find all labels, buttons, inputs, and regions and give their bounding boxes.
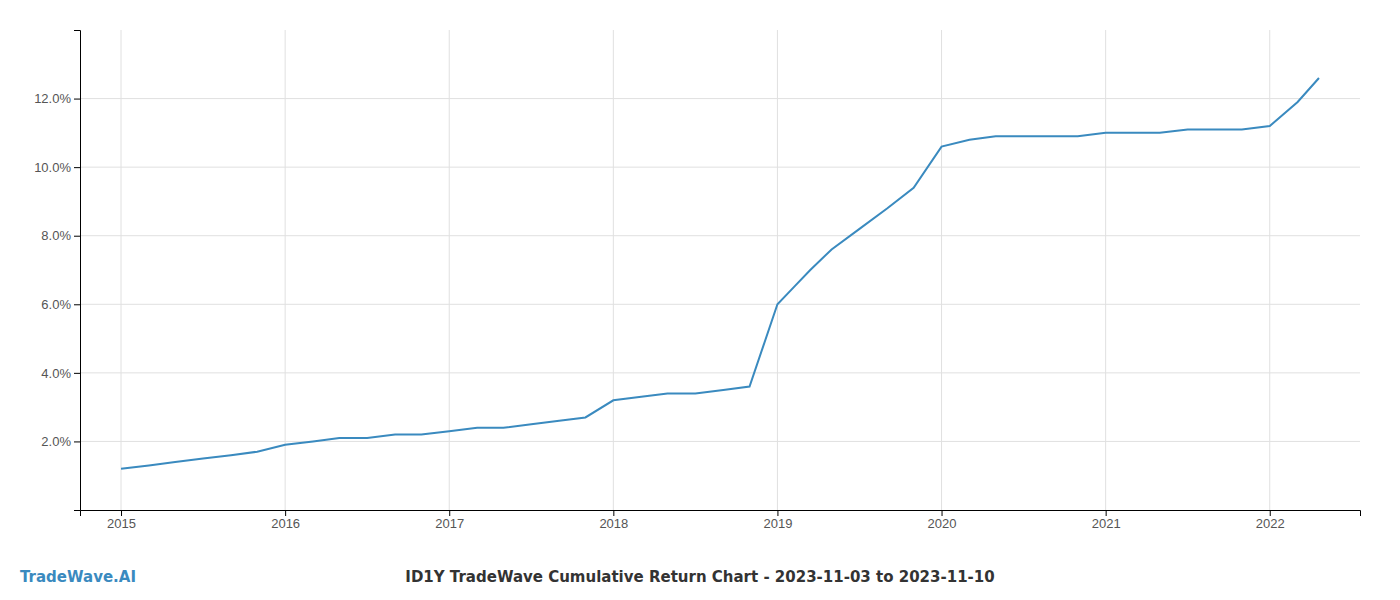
x-tick: 2022 <box>1256 510 1285 531</box>
x-tick-mark <box>942 510 943 516</box>
grid-line-y <box>80 441 1360 442</box>
y-tick-label: 12.0% <box>34 91 71 106</box>
y-tick: 10.0% <box>34 160 80 175</box>
grid-line-x <box>613 30 614 510</box>
watermark: TradeWave.AI <box>20 568 136 586</box>
y-tick: 2.0% <box>41 434 80 449</box>
y-tick-label: 4.0% <box>41 366 71 381</box>
x-tick-mark <box>777 510 778 516</box>
chart: 2015 2016 2017 2018 2019 2020 2021 2022 2.0% 4.0%… <box>0 0 1400 600</box>
grid-line-x <box>777 30 778 510</box>
x-axis-line <box>81 511 1361 517</box>
x-tick-label: 2020 <box>928 516 957 531</box>
grid-line-y <box>80 98 1360 99</box>
x-tick-label: 2021 <box>1092 516 1121 531</box>
grid-line-y <box>80 304 1360 305</box>
x-tick-label: 2018 <box>599 516 628 531</box>
x-tick-label: 2015 <box>107 516 136 531</box>
y-axis: 2.0% 4.0% 6.0% 8.0% 10.0% 12.0% <box>34 31 80 511</box>
grid <box>80 30 1360 510</box>
x-tick-mark <box>1106 510 1107 516</box>
marks <box>121 78 1319 469</box>
grid-line-x <box>941 30 942 510</box>
x-axis: 2015 2016 2017 2018 2019 2020 2021 2022 <box>81 510 1361 531</box>
x-tick-label: 2016 <box>271 516 300 531</box>
x-tick: 2020 <box>928 510 957 531</box>
y-tick-mark <box>74 236 80 237</box>
grid-line-x <box>1105 30 1106 510</box>
y-tick-label: 2.0% <box>41 434 71 449</box>
x-tick-mark <box>121 510 122 516</box>
plot: 2015 2016 2017 2018 2019 2020 2021 2022 2.0% 4.0%… <box>34 30 1360 531</box>
x-tick-label: 2017 <box>435 516 464 531</box>
x-tick-mark <box>1270 510 1271 516</box>
x-tick-mark <box>613 510 614 516</box>
y-tick: 8.0% <box>41 228 80 243</box>
x-tick-label: 2022 <box>1256 516 1285 531</box>
y-tick: 6.0% <box>41 297 80 312</box>
grid-line-y <box>80 167 1360 168</box>
x-tick: 2021 <box>1092 510 1121 531</box>
y-tick-mark <box>74 167 80 168</box>
grid-line-x <box>1269 30 1270 510</box>
grid-line-x <box>449 30 450 510</box>
y-tick-label: 6.0% <box>41 297 71 312</box>
y-tick-mark <box>74 441 80 442</box>
grid-line-y <box>80 372 1360 373</box>
x-tick: 2015 <box>107 510 136 531</box>
x-tick-label: 2019 <box>763 516 792 531</box>
y-tick-mark <box>74 373 80 374</box>
x-tick: 2019 <box>763 510 792 531</box>
x-tick-mark <box>449 510 450 516</box>
grid-line-x <box>121 30 122 510</box>
grid-line-y <box>80 235 1360 236</box>
y-tick: 4.0% <box>41 366 80 381</box>
title: ID1Y TradeWave Cumulative Return Chart -… <box>405 568 994 586</box>
x-tick-mark <box>285 510 286 516</box>
y-tick-mark <box>74 99 80 100</box>
y-tick-label: 8.0% <box>41 228 71 243</box>
x-tick: 2016 <box>271 510 300 531</box>
x-tick: 2017 <box>435 510 464 531</box>
grid-line-x <box>285 30 286 510</box>
y-tick-mark <box>74 304 80 305</box>
y-axis-line <box>74 31 81 511</box>
y-tick: 12.0% <box>34 91 80 106</box>
x-tick: 2018 <box>599 510 628 531</box>
y-tick-label: 10.0% <box>34 160 71 175</box>
line <box>121 78 1319 469</box>
